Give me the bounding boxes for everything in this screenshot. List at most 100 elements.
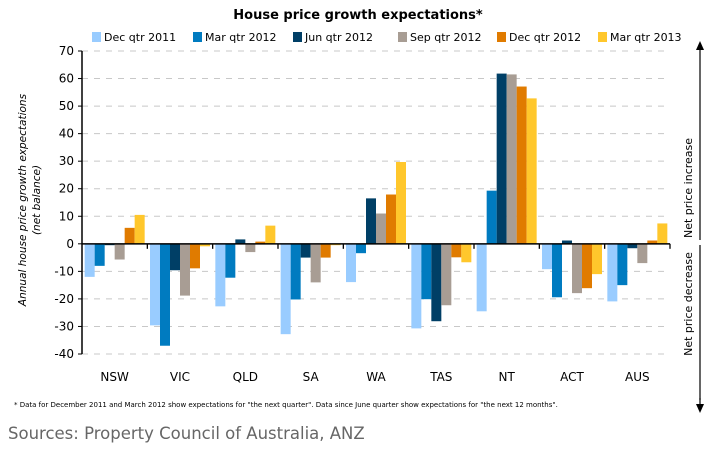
legend-label: Dec qtr 2011 xyxy=(104,31,176,44)
legend-swatch xyxy=(92,32,101,42)
bar xyxy=(542,243,552,270)
bar xyxy=(320,243,331,258)
bar xyxy=(310,243,321,283)
bar xyxy=(476,243,487,312)
category-label: TAS xyxy=(429,370,452,384)
bar xyxy=(180,243,190,296)
bar xyxy=(617,243,628,286)
bar xyxy=(124,227,135,244)
sources-note: Sources: Property Council of Australia, … xyxy=(8,424,365,443)
category-label: NT xyxy=(499,370,516,384)
bar xyxy=(225,243,236,278)
bar xyxy=(386,194,396,244)
y-tick-label: 70 xyxy=(59,44,74,58)
bar xyxy=(366,198,376,244)
bar xyxy=(441,243,452,306)
bar xyxy=(200,243,210,247)
legend-swatch xyxy=(598,32,607,42)
decrease-label: Net price decrease xyxy=(682,252,695,356)
bar xyxy=(134,214,145,244)
chart-title: House price growth expectations* xyxy=(233,8,483,23)
legend-label: Mar qtr 2013 xyxy=(610,31,682,44)
legend-swatch xyxy=(398,32,407,42)
y-tick-label: -40 xyxy=(54,347,74,361)
bar xyxy=(160,243,170,346)
bar xyxy=(486,190,497,244)
bar xyxy=(526,98,537,244)
bar xyxy=(582,243,592,289)
chart: House price growth expectations* Dec qtr… xyxy=(17,8,704,400)
category-label: NSW xyxy=(100,370,129,384)
bar xyxy=(552,243,562,298)
bar xyxy=(280,243,291,335)
y-tick-label: 0 xyxy=(66,237,74,251)
footnote: * Data for December 2011 and March 2012 … xyxy=(14,401,558,409)
bar xyxy=(516,86,527,244)
bar xyxy=(647,240,658,244)
bar xyxy=(235,239,246,244)
legend-swatch xyxy=(293,32,302,42)
category-label: WA xyxy=(366,370,386,384)
category-label: SA xyxy=(303,370,320,384)
y-tick-label: -10 xyxy=(54,264,74,278)
bar xyxy=(300,243,311,258)
bar xyxy=(627,243,638,249)
legend-label: Sep qtr 2012 xyxy=(410,31,482,44)
y-tick-labels: 70 60 50 40 30 20 10 0 -10 -20 -30 -40 xyxy=(54,44,74,361)
bar xyxy=(562,240,572,244)
y-tick-label: -20 xyxy=(54,292,74,306)
bar xyxy=(94,243,105,266)
bar xyxy=(190,243,200,269)
bar xyxy=(461,243,472,263)
bar xyxy=(431,243,442,322)
legend-label: Jun qtr 2012 xyxy=(304,31,373,44)
bar xyxy=(607,243,618,302)
legend: Dec qtr 2011 Mar qtr 2012 Jun qtr 2012 Sep … xyxy=(92,31,682,44)
y-tick-label: 30 xyxy=(59,154,74,168)
bar xyxy=(150,243,160,326)
decrease-arrow-head xyxy=(696,404,704,413)
y-axis-label: Annual house price growth expectations xyxy=(17,93,29,307)
y-tick-label: 40 xyxy=(59,127,74,141)
bar xyxy=(346,243,356,283)
category-label: VIC xyxy=(170,370,190,384)
bar xyxy=(572,243,582,294)
bar xyxy=(496,73,507,244)
bar xyxy=(451,243,462,258)
category-label: QLD xyxy=(233,370,258,384)
axes xyxy=(78,50,671,355)
bar xyxy=(421,243,432,300)
bars xyxy=(84,73,668,346)
bar xyxy=(506,74,517,244)
bar xyxy=(245,243,256,253)
category-labels: NSW VIC QLD SA WA TAS NT ACT AUS xyxy=(100,370,649,384)
y-tick-label: 60 xyxy=(59,72,74,86)
y-tick-label: 20 xyxy=(59,182,74,196)
increase-arrow-head xyxy=(696,41,704,50)
increase-label: Net price increase xyxy=(682,138,695,238)
bar xyxy=(657,223,668,244)
y-tick-label: 10 xyxy=(59,209,74,223)
y-tick-label: -30 xyxy=(54,319,74,333)
bar xyxy=(84,243,95,277)
bar xyxy=(376,213,386,244)
bar xyxy=(290,243,301,300)
y-axis-sublabel: (net balance) xyxy=(31,165,43,235)
legend-swatch xyxy=(193,32,202,42)
bar xyxy=(170,243,180,271)
bar xyxy=(265,225,276,244)
category-label: ACT xyxy=(560,370,584,384)
bar xyxy=(356,243,366,254)
bar xyxy=(215,243,226,307)
bar xyxy=(396,162,406,244)
bar xyxy=(592,243,602,275)
category-label: AUS xyxy=(625,370,650,384)
legend-label: Mar qtr 2012 xyxy=(205,31,277,44)
legend-swatch xyxy=(497,32,506,42)
legend-label: Dec qtr 2012 xyxy=(509,31,581,44)
direction-annotations: Net price increase Net price decrease xyxy=(682,41,704,400)
bar xyxy=(637,243,648,264)
bar xyxy=(255,241,266,244)
bar xyxy=(411,243,422,329)
bar xyxy=(114,243,125,260)
